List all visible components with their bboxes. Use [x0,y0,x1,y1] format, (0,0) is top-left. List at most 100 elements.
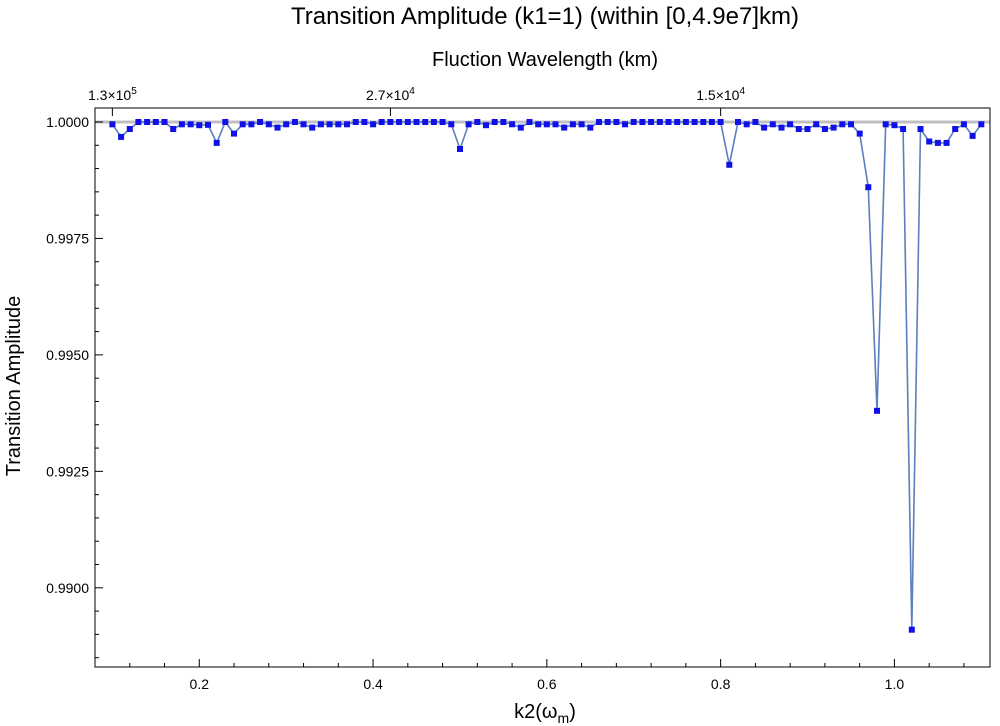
data-point [491,119,498,125]
y-tick-label: 0.9900 [46,580,89,596]
data-point [370,121,377,128]
data-point [682,119,689,125]
data-point [465,121,472,128]
data-point [535,121,542,128]
data-point [500,119,507,125]
data-point [257,119,264,125]
data-point [978,121,985,128]
data-point [926,138,933,145]
y-axis-label: Transition Amplitude [3,296,25,476]
data-point [118,133,125,140]
data-point [543,121,550,128]
x-tick-label: 0.6 [537,676,557,692]
data-point [769,121,776,128]
data-point [291,119,298,125]
data-point [231,130,237,137]
data-point [422,119,429,125]
data-point [283,121,290,128]
data-point [152,119,159,125]
y-tick-label: 0.9925 [46,463,89,479]
data-point [439,119,446,125]
data-point [960,121,967,128]
data-point [335,121,342,128]
data-point [708,119,715,125]
data-point [430,119,437,125]
data-point [170,126,177,132]
data-point [821,126,828,132]
ticks-layer: 0.2 0.4 0.6 0.8 1.0 1.0000 0.9975 0.9950 0.9925 0… [46,86,965,692]
data-point [604,119,611,125]
series-line [111,120,982,630]
x-tick-label: 0.2 [190,676,210,692]
data-point [882,121,889,128]
data-point [569,121,576,128]
x-axis-label-sub: m [558,710,570,726]
data-point [656,119,663,125]
data-point [361,119,368,125]
data-point [309,124,316,131]
data-point [196,122,203,129]
data-point [404,119,411,125]
data-point [187,121,194,128]
data-point [300,121,307,128]
data-point [222,119,229,125]
top-tick-label: 1.3×105 [88,86,137,103]
data-point [239,121,246,128]
data-layer [109,119,985,633]
data-point [900,126,907,132]
data-point [344,121,350,128]
data-point [448,121,455,128]
plot-frame [94,107,991,668]
data-point [717,119,724,125]
data-point [813,121,820,128]
data-point [761,124,768,131]
data-point [969,132,976,139]
data-point [213,139,220,146]
x-axis-label-close: ) [569,701,576,723]
data-point [596,119,602,125]
data-point [865,184,872,191]
data-point [352,119,359,125]
data-point [517,124,524,131]
data-point [135,119,142,125]
x-tick-label: 0.4 [363,676,383,692]
data-point [274,124,281,131]
data-point [205,121,211,128]
data-point [726,161,733,168]
x-tick-label: 1.0 [885,676,905,692]
data-point [795,126,802,132]
data-point [839,121,846,128]
data-point [743,121,750,128]
data-point [248,121,255,128]
data-point [639,119,646,125]
data-point [934,139,941,146]
data-point [830,124,837,131]
data-point [613,119,620,125]
data-point [413,119,420,125]
y-tick-label: 0.9950 [46,347,89,363]
data-point [874,407,880,414]
data-point [396,119,403,125]
data-point [622,121,628,128]
data-point [509,121,516,128]
data-point [178,121,185,128]
data-point [943,139,950,146]
data-point [561,124,568,131]
data-point [378,119,385,125]
x-axis-label-main: k2(ω [514,701,557,723]
data-point [526,119,533,125]
data-point [908,626,915,633]
data-point [700,119,707,125]
x-tick-label: 0.8 [711,676,731,692]
top-tick-label: 1.5×104 [696,86,745,103]
data-point [856,130,863,137]
data-point [778,124,785,131]
data-point [630,119,637,125]
data-point [665,119,672,125]
data-point [474,119,481,125]
data-point [109,121,116,128]
data-point [326,121,333,128]
data-point [578,121,585,128]
data-point [917,126,924,132]
